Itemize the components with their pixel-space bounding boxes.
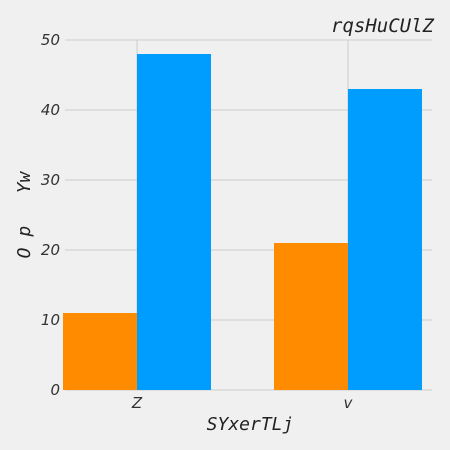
bar-series1-Z bbox=[63, 313, 137, 390]
y-axis-ticks: 0 10 20 30 40 50 bbox=[41, 31, 60, 399]
bars-layer bbox=[63, 54, 422, 390]
x-tick-label: Z bbox=[131, 394, 143, 412]
x-axis-label: SYxerTLj bbox=[207, 414, 294, 435]
x-tick-label: v bbox=[344, 394, 354, 412]
y-tick-label: 50 bbox=[41, 31, 60, 49]
y-tick-label: 40 bbox=[41, 101, 60, 119]
y-tick-label: 0 bbox=[50, 381, 60, 399]
y-tick-label: 30 bbox=[41, 171, 60, 189]
bar-series1-v bbox=[274, 243, 348, 390]
y-axis-label: O p Yw bbox=[14, 170, 35, 258]
bar-series2-v bbox=[348, 89, 422, 390]
chart-title: rqsHuCUlZ bbox=[331, 15, 435, 37]
y-tick-label: 10 bbox=[41, 311, 60, 329]
y-tick-label: 20 bbox=[41, 241, 60, 259]
bar-series2-Z bbox=[137, 54, 211, 390]
